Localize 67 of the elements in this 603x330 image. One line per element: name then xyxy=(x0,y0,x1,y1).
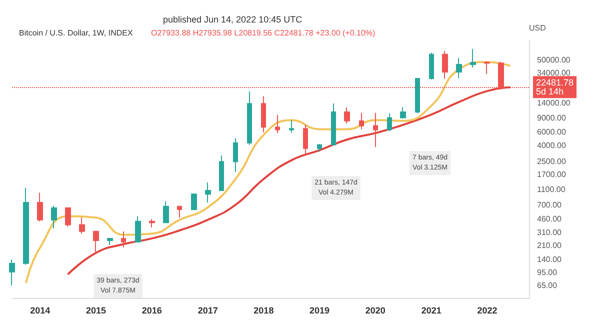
y-tick-label: 700.00 xyxy=(537,200,562,210)
candlestick xyxy=(23,187,29,266)
chart-subtitle: O27933.88 H27935.98 L20819.56 C22481.78 +23.00 (+0.10%) xyxy=(151,28,376,38)
candlestick xyxy=(163,200,169,224)
candlestick xyxy=(442,50,448,80)
x-tick-label: 2014 xyxy=(30,306,50,316)
ref-line-label: 22481.78 5d 14h xyxy=(536,78,574,97)
candlestick xyxy=(247,90,252,146)
candlestick xyxy=(191,192,197,211)
x-tick-label: 2017 xyxy=(198,306,218,316)
candlestick xyxy=(107,237,113,246)
candlestick xyxy=(9,258,15,286)
y-tick-label: 1700.00 xyxy=(537,170,566,180)
y-tick-label: 50000.00 xyxy=(537,55,571,64)
candlestick xyxy=(177,205,182,218)
candlestick xyxy=(93,230,99,254)
candlestick xyxy=(344,106,350,124)
candlestick xyxy=(261,96,266,133)
y-tick-label: 14000.00 xyxy=(537,98,571,108)
y-tick-label: 210.00 xyxy=(537,241,562,250)
x-tick-label: 2022 xyxy=(477,306,498,316)
candlestick xyxy=(317,144,322,152)
y-tick-label: 65.00 xyxy=(537,281,558,290)
candlestick xyxy=(219,154,224,192)
y-tick-label: 140.00 xyxy=(537,254,562,264)
candlestick xyxy=(51,205,57,229)
y-axis-title: USD xyxy=(529,24,546,32)
candlestick xyxy=(359,112,364,130)
x-tick-label: 2015 xyxy=(86,306,106,316)
candlestick xyxy=(79,217,85,234)
text: published Jun 14, 2022 10:45 UTC xyxy=(163,14,303,24)
line-series xyxy=(66,86,512,276)
candlestick xyxy=(275,114,280,134)
candlestick xyxy=(121,230,126,248)
candlestick xyxy=(387,112,392,132)
candlestick xyxy=(303,124,308,154)
x-tick-label: 2016 xyxy=(142,306,162,316)
y-tick-label: 9000.00 xyxy=(537,114,566,123)
x-tick-label: 2019 xyxy=(310,306,330,316)
x-tick-label: 2021 xyxy=(421,306,442,316)
y-tick-label: 4000.00 xyxy=(537,141,566,150)
y-tick-label: 1100.00 xyxy=(537,185,566,194)
chart-title: Bitcoin / U.S. Dollar, 1W, INDEX xyxy=(19,28,134,38)
candlestick xyxy=(65,206,71,227)
candlestick xyxy=(289,120,294,134)
candlestick xyxy=(429,52,434,80)
candlestick xyxy=(331,102,336,146)
candlestick xyxy=(205,182,211,204)
candlestick xyxy=(400,106,406,120)
candlestick xyxy=(135,216,141,242)
candlestick xyxy=(373,112,378,148)
x-tick-label: 2020 xyxy=(365,306,386,316)
y-tick-label: 310.00 xyxy=(537,228,562,237)
candlestick xyxy=(456,58,462,79)
x-tick-label: 2018 xyxy=(254,306,274,316)
y-tick-label: 95.00 xyxy=(537,268,558,278)
candlestick xyxy=(37,192,43,222)
y-tick-label: 460.00 xyxy=(537,214,562,224)
candlestick xyxy=(233,138,238,173)
line-series xyxy=(25,61,512,284)
y-tick-label: 34000.00 xyxy=(537,68,571,78)
candlestick xyxy=(415,78,420,114)
y-tick-label: 2500.00 xyxy=(537,157,566,166)
candlestick xyxy=(484,60,490,75)
candlestick xyxy=(470,48,476,68)
candlestick xyxy=(149,218,155,228)
y-tick-label: 6000.00 xyxy=(537,127,566,136)
